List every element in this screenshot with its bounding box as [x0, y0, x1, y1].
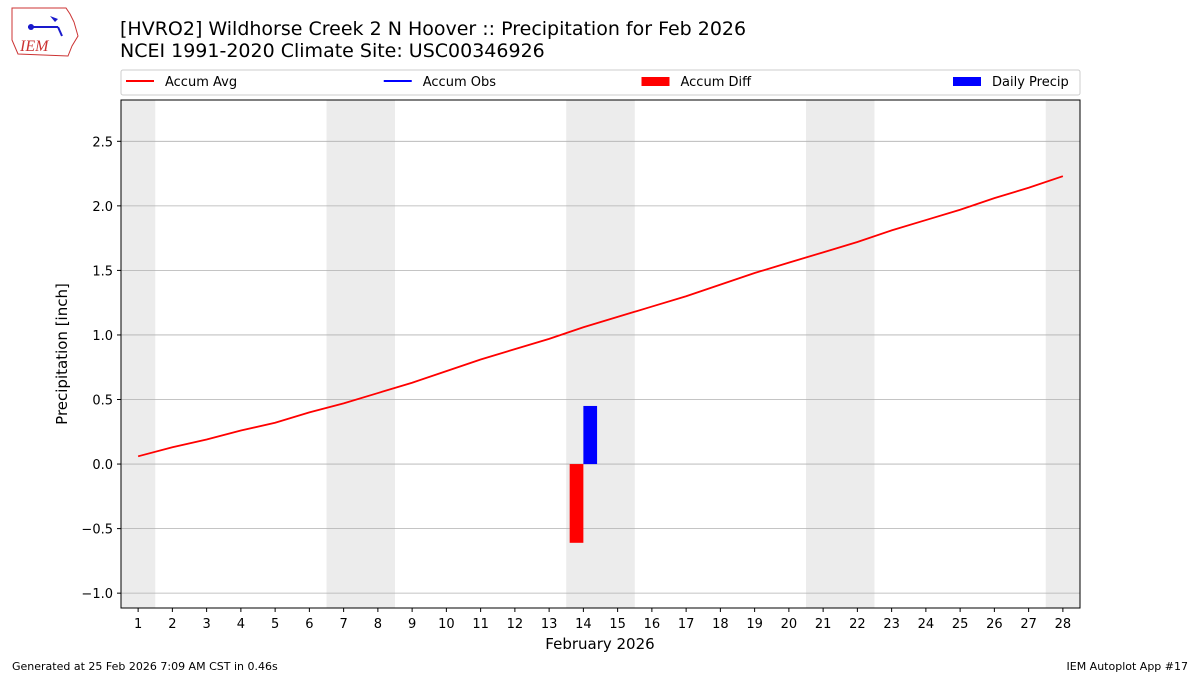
x-tick-label: 2	[168, 617, 176, 632]
plot-area	[137, 175, 1064, 543]
x-tick-label: 11	[472, 617, 489, 632]
x-tick-label: 18	[712, 617, 729, 632]
x-tick-label: 23	[883, 617, 900, 632]
footer-left: Generated at 25 Feb 2026 7:09 AM CST in …	[12, 660, 278, 673]
x-tick-label: 10	[438, 617, 455, 632]
y-tick-label: 2.0	[92, 200, 113, 215]
x-tick-label: 22	[849, 617, 866, 632]
weekend-shade	[806, 100, 875, 608]
x-tick-label: 13	[541, 617, 558, 632]
legend-swatch	[953, 77, 981, 86]
x-tick-label: 9	[408, 617, 416, 632]
y-tick-label: 0.0	[92, 458, 113, 473]
legend-label: Accum Diff	[681, 75, 753, 90]
chart-title: [HVRO2] Wildhorse Creek 2 N Hoover :: Pr…	[120, 18, 746, 40]
y-tick-label: 1.0	[92, 329, 113, 344]
x-tick-label: 4	[237, 617, 245, 632]
x-tick-label: 5	[271, 617, 279, 632]
x-tick-label: 7	[339, 617, 347, 632]
x-tick-label: 6	[305, 617, 313, 632]
footer-right: IEM Autoplot App #17	[1067, 660, 1189, 673]
bar	[569, 464, 584, 543]
x-tick-label: 17	[678, 617, 695, 632]
x-tick-label: 21	[815, 617, 832, 632]
legend-box	[120, 69, 1081, 96]
line	[137, 175, 1064, 458]
weekend-shade	[121, 100, 156, 608]
y-tick-label: 2.5	[92, 135, 113, 150]
y-tick-label: −0.5	[81, 523, 113, 538]
x-tick-label: 8	[374, 617, 382, 632]
legend-label: Accum Obs	[423, 75, 496, 90]
x-tick-label: 16	[644, 617, 661, 632]
x-tick-label: 20	[781, 617, 798, 632]
weekend-shade	[1045, 100, 1080, 608]
weekend-shade	[326, 100, 395, 608]
x-tick-label: 1	[134, 617, 142, 632]
x-axis-label: February 2026	[545, 635, 654, 653]
x-tick-label: 25	[952, 617, 969, 632]
chart-subtitle: NCEI 1991-2020 Climate Site: USC00346926	[120, 40, 545, 62]
legend-swatch	[641, 77, 670, 86]
x-tick-label: 12	[507, 617, 524, 632]
bar	[583, 405, 598, 465]
x-tick-label: 3	[202, 617, 210, 632]
y-axis-label: Precipitation [inch]	[53, 283, 71, 425]
y-tick-label: 0.5	[92, 394, 113, 409]
x-tick-label: 28	[1055, 617, 1072, 632]
y-tick-label: 1.5	[92, 264, 113, 279]
x-tick-label: 24	[918, 617, 935, 632]
y-tick-label: −1.0	[81, 587, 113, 602]
x-tick-label: 19	[746, 617, 763, 632]
x-tick-label: 26	[986, 617, 1003, 632]
logo: IEM	[11, 7, 79, 57]
x-tick-label: 14	[575, 617, 592, 632]
logo-text: IEM	[19, 38, 50, 55]
legend-label: Daily Precip	[992, 75, 1069, 90]
legend-label: Accum Avg	[165, 75, 237, 90]
x-tick-label: 15	[609, 617, 626, 632]
plot-frame	[120, 99, 1081, 609]
x-tick-label: 27	[1020, 617, 1037, 632]
